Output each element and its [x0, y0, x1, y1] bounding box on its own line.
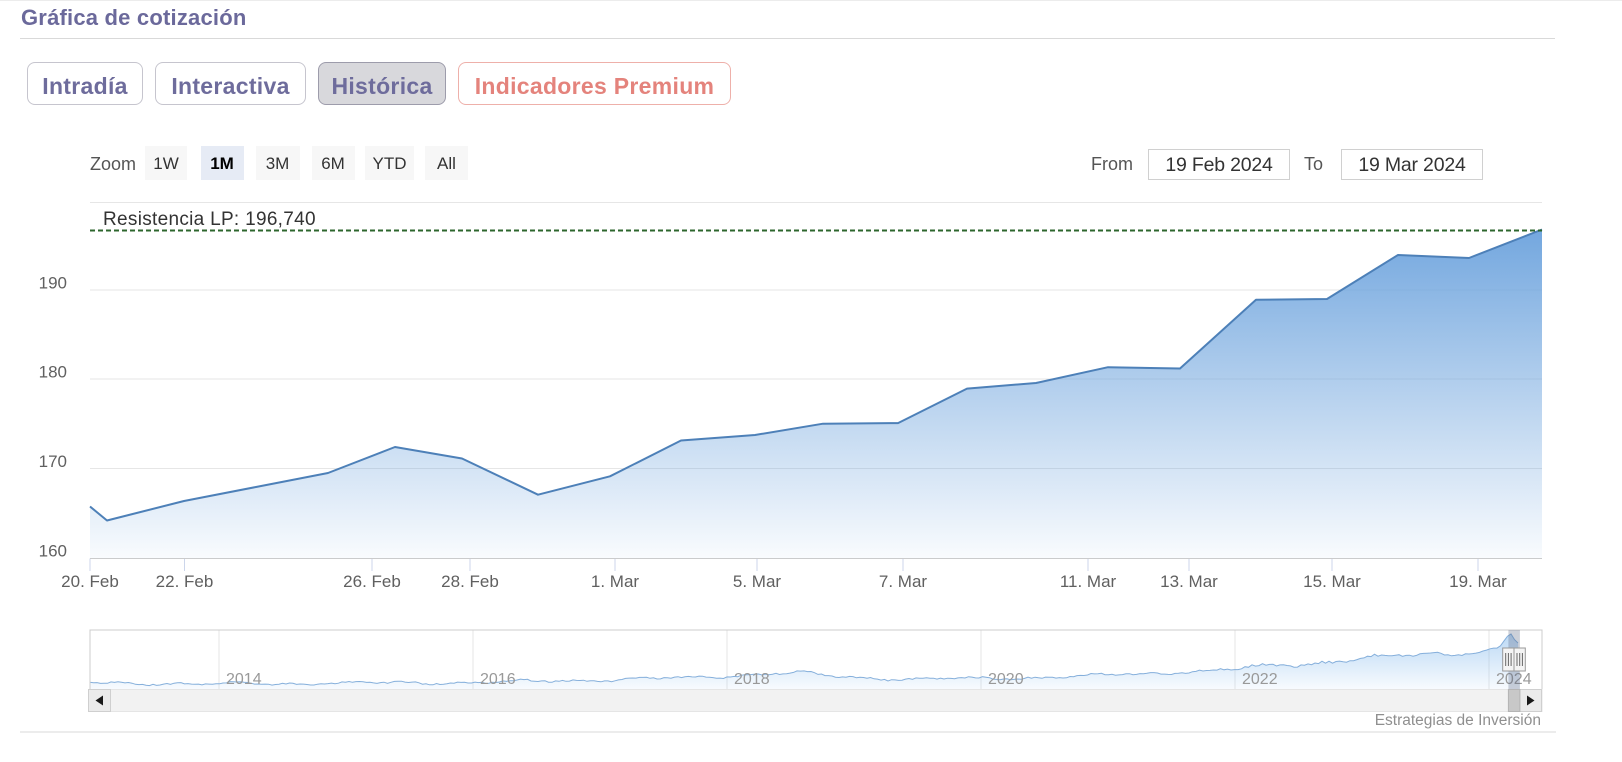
- svg-text:20. Feb: 20. Feb: [61, 572, 119, 591]
- svg-text:Estrategias de Inversión: Estrategias de Inversión: [1375, 712, 1541, 729]
- svg-text:28. Feb: 28. Feb: [441, 572, 499, 591]
- svg-text:170: 170: [39, 452, 67, 471]
- svg-text:1. Mar: 1. Mar: [591, 572, 640, 591]
- svg-text:2018: 2018: [734, 671, 770, 688]
- svg-text:2020: 2020: [988, 671, 1024, 688]
- svg-text:22. Feb: 22. Feb: [156, 572, 214, 591]
- svg-text:2024: 2024: [1496, 671, 1532, 688]
- svg-text:2014: 2014: [226, 671, 262, 688]
- svg-text:180: 180: [39, 363, 67, 382]
- svg-text:15. Mar: 15. Mar: [1303, 572, 1361, 591]
- svg-text:19. Mar: 19. Mar: [1449, 572, 1507, 591]
- svg-text:13. Mar: 13. Mar: [1160, 572, 1218, 591]
- svg-text:2022: 2022: [1242, 671, 1278, 688]
- svg-text:160: 160: [39, 542, 67, 561]
- svg-text:7. Mar: 7. Mar: [879, 572, 928, 591]
- svg-text:11. Mar: 11. Mar: [1060, 572, 1117, 591]
- svg-text:190: 190: [39, 274, 67, 293]
- svg-text:2016: 2016: [480, 671, 516, 688]
- svg-text:26. Feb: 26. Feb: [343, 572, 401, 591]
- svg-text:5. Mar: 5. Mar: [733, 572, 782, 591]
